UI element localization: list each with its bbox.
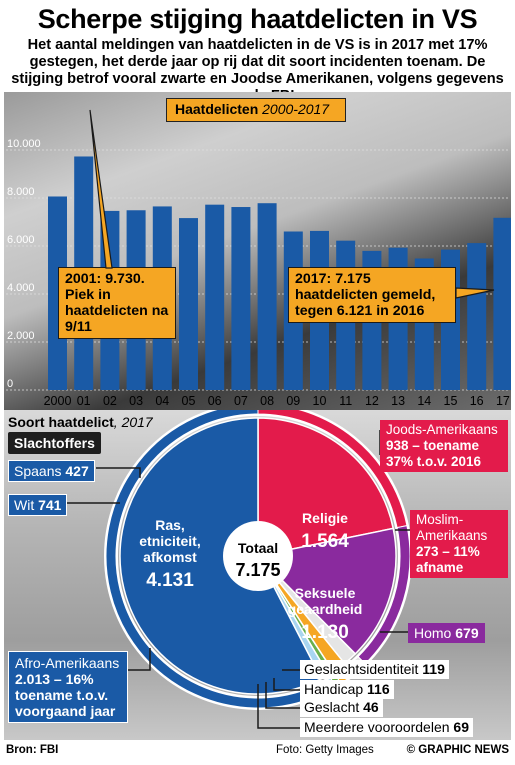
bar-06 [205, 204, 225, 390]
bar-y-tick-label: 4.000 [7, 282, 35, 294]
pie-slice-label: etniciteit, [139, 533, 200, 549]
leader-handicap [273, 678, 300, 691]
bar-x-tick-label: 11 [339, 394, 352, 408]
leader-geslacht [265, 682, 300, 709]
pie-title-main: Soort haatdelict [8, 414, 114, 430]
bar-x-tick-label: 16 [470, 394, 484, 408]
victim-moslim: Moslim-Amerikaans 273 – 11% afname [410, 510, 508, 578]
bar-x-tick-label: 2000 [44, 394, 72, 408]
pie-slice-religie [257, 417, 395, 557]
label-geslachtsidentiteit: Geslachtsidentiteit 119 [300, 660, 449, 679]
bar-y-tick-label: 0 [7, 378, 13, 390]
bar-x-tick-label: 13 [391, 394, 405, 408]
victim-afro: Afro-Amerikaans 2.013 – 16% toename t.o.… [8, 651, 128, 723]
pie-slice-value: 1.564 [301, 531, 349, 552]
pie-chart-svg: Ras,etniciteit,afkomst 4.131 Religie 1.564 S… [60, 410, 412, 729]
callout-2017-pointer [455, 287, 495, 299]
chart-title: Scherpe stijging haatdelicten in VS [37, 4, 478, 34]
pie-slice-label: Ras, [155, 517, 185, 533]
label-geslacht: Geslacht 46 [300, 698, 383, 717]
bar-x-tick-label: 08 [260, 394, 274, 408]
pie-slice-ras-etniciteit-afkomst [119, 417, 323, 695]
bar-x-tick-label: 02 [103, 394, 117, 408]
callout-2001-pointer [89, 109, 113, 269]
callout-2001: 2001: 9.730. Piek in haatdelicten na 9/1… [58, 267, 176, 339]
footer-photo: Foto: Getty Images [276, 744, 374, 756]
bar-chart-label-years: 2000-2017 [262, 101, 330, 117]
pie-slice-label: geaardheid [288, 601, 363, 617]
pie-slice-value: 1.130 [301, 622, 349, 643]
bar-x-tick-label: 07 [234, 394, 248, 408]
victim-homo: Homo 679 [408, 623, 485, 643]
victim-joods: Joods-Amerikaans 938 – toename 37% t.o.v… [380, 420, 508, 472]
victim-wit: Wit 741 [8, 494, 68, 516]
bar-x-tick-label: 17 [496, 394, 510, 408]
bar-x-tick-label: 10 [313, 394, 327, 408]
bar-x-tick-label: 15 [444, 394, 458, 408]
leader-spaans [96, 467, 141, 478]
label-handicap: Handicap 116 [300, 680, 394, 699]
bar-y-tick-label: 2.000 [7, 330, 35, 342]
bar-x-tick-label: 03 [129, 394, 143, 408]
bar-x-tick-label: 05 [182, 394, 196, 408]
chart-subtitle: Het aantal meldingen van haatdelicten in… [11, 37, 504, 104]
bar-y-tick-label: 6.000 [7, 234, 35, 246]
bar-x-tick-label: 04 [155, 394, 169, 408]
pie-ring-segment [105, 410, 329, 709]
pie-slice-value: 4.131 [146, 570, 194, 591]
bar-x-tick-label: 01 [77, 394, 91, 408]
bar-x-tick-label: 06 [208, 394, 222, 408]
bar-08 [257, 203, 277, 390]
pie-center-label: Totaal [238, 540, 278, 556]
pie-title-year: , 2017 [113, 414, 153, 430]
bar-16 [467, 243, 487, 390]
footer-source: Bron: FBI [6, 744, 59, 756]
pie-center-value: 7.175 [235, 560, 280, 580]
leader-meerdere [257, 684, 300, 729]
victims-label: Slachtoffers [8, 432, 101, 454]
bar-x-tick-label: 12 [365, 394, 379, 408]
callout-2017: 2017: 7.175 haatdelicten gemeld, tegen 6… [288, 267, 456, 323]
bar-07 [231, 207, 251, 390]
bar-05 [179, 218, 198, 390]
pie-slice-label: Religie [302, 510, 348, 526]
bar-chart-label-main: Haatdelicten [175, 101, 259, 117]
bar-2000 [48, 196, 67, 390]
callout-pointers [89, 109, 495, 299]
footer-credit: © GRAPHIC NEWS [406, 744, 509, 756]
bar-y-tick-label: 10.000 [7, 138, 41, 150]
pie-slice-label: afkomst [143, 549, 197, 565]
label-meerdere: Meerdere vooroordelen 69 [300, 718, 473, 737]
pie-chart-title: Soort haatdelict, 2017 [8, 414, 153, 430]
bar-chart-label: Haatdelicten 2000-2017 [166, 98, 346, 122]
bar-y-tick-label: 8.000 [7, 186, 35, 198]
victim-spaans: Spaans 427 [8, 460, 95, 482]
bar-17 [493, 217, 511, 390]
bar-x-tick-label: 09 [286, 394, 300, 408]
pie-center-circle [223, 521, 293, 591]
pie-slice-label: Seksuele [295, 585, 356, 601]
bar-x-tick-label: 14 [417, 394, 431, 408]
